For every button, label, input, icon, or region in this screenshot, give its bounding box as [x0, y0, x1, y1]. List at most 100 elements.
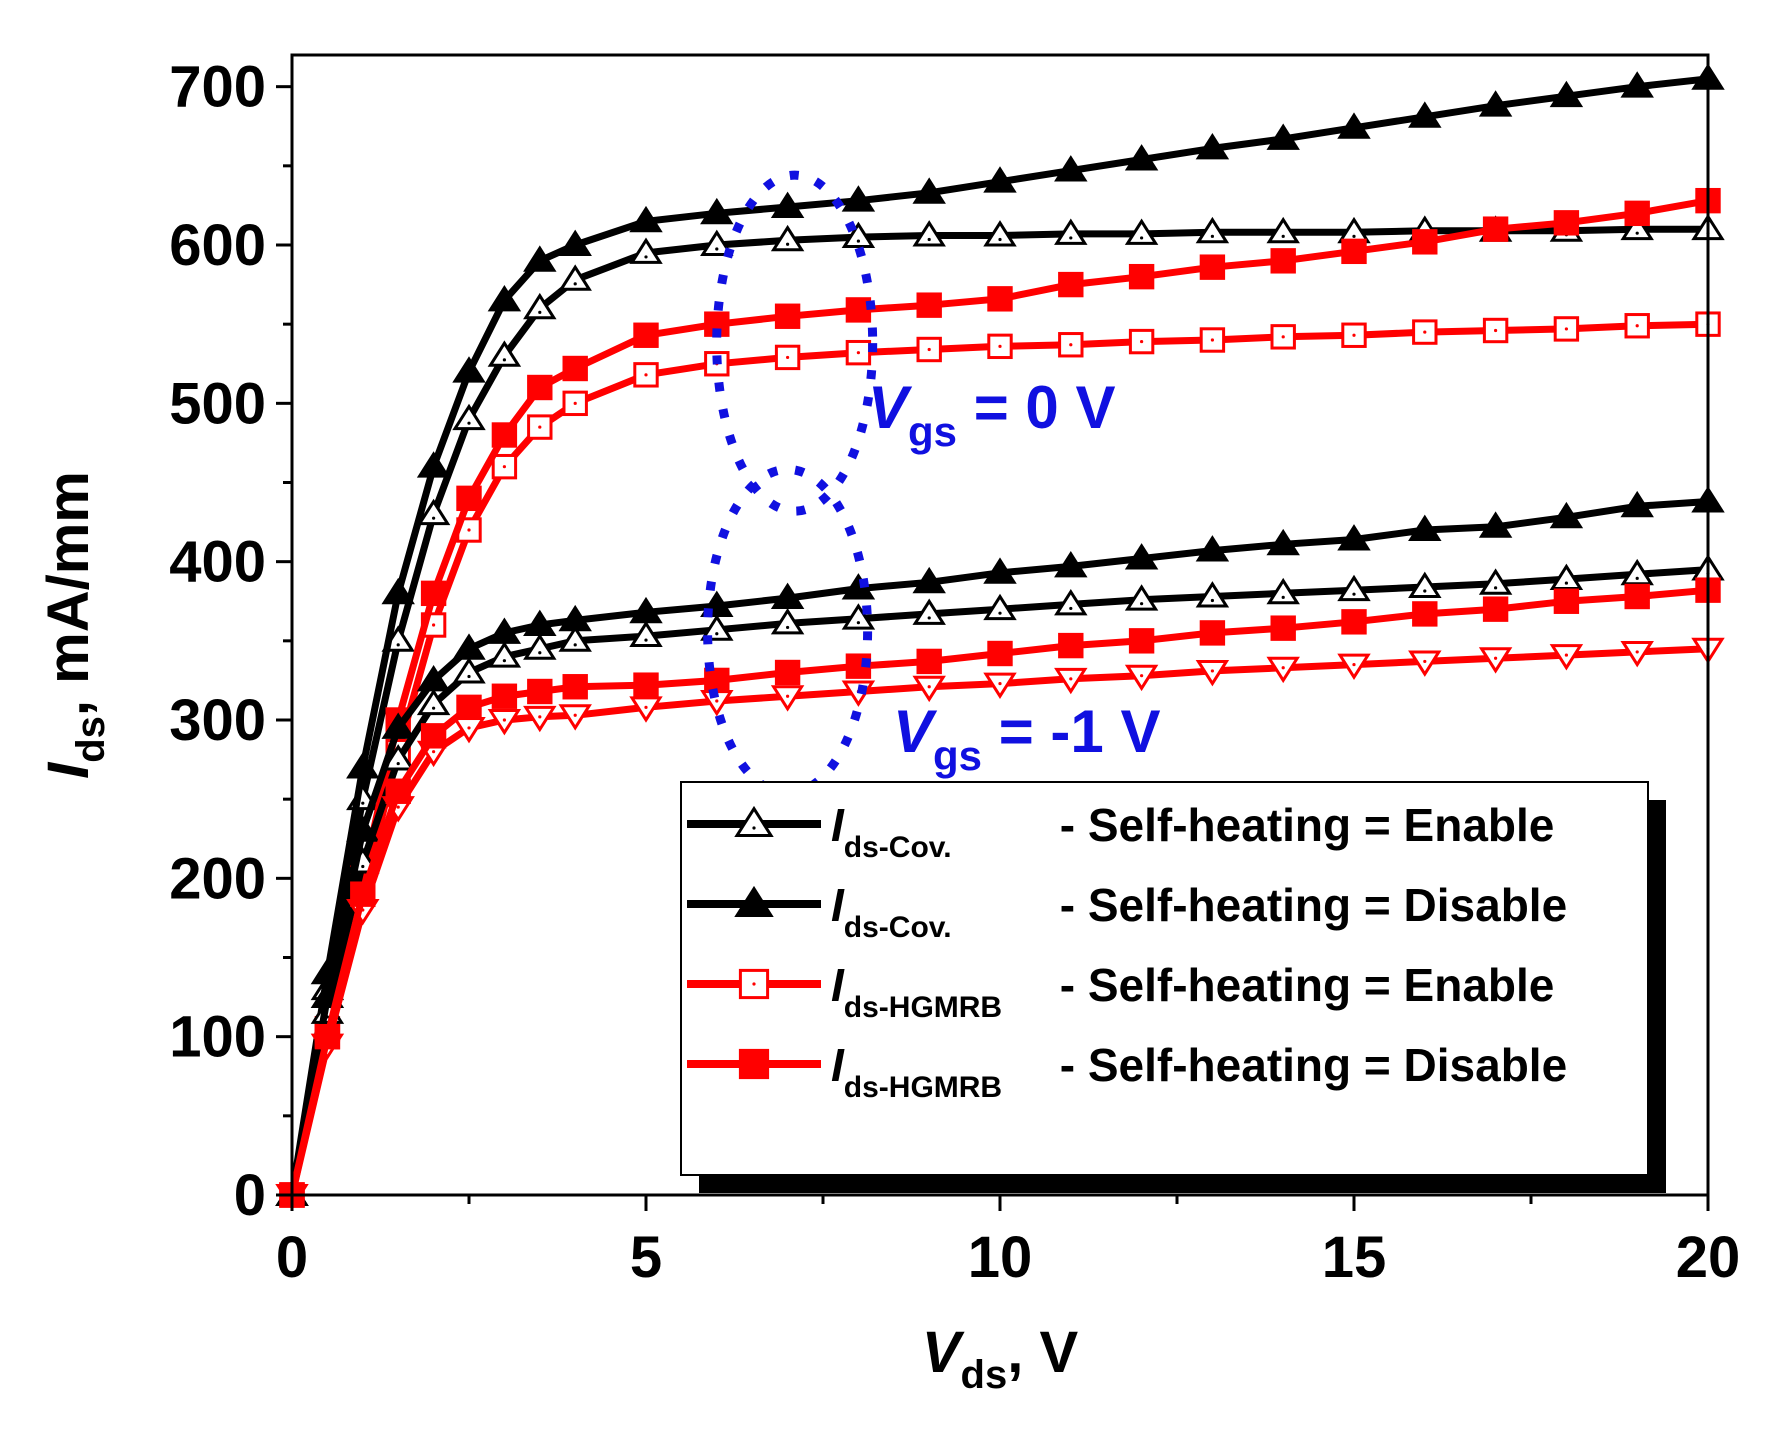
data-point	[456, 694, 482, 721]
series-group	[275, 63, 1725, 1211]
data-point-dot	[573, 282, 577, 286]
data-point-dot	[1069, 236, 1073, 240]
data-point-dot	[1564, 581, 1568, 585]
legend-marker	[738, 1048, 770, 1080]
legend-label: Ids-Cov. - Self-heating = Disable	[831, 879, 1567, 944]
data-point	[491, 422, 518, 448]
data-point	[1549, 563, 1584, 591]
data-point-dot	[1423, 659, 1427, 664]
data-point-dot	[1352, 333, 1356, 337]
data-point	[629, 205, 663, 233]
data-point	[629, 620, 663, 648]
legend-marker-dot	[752, 982, 756, 986]
data-point	[1124, 543, 1159, 570]
data-point	[774, 659, 801, 686]
data-point-dot	[467, 528, 471, 532]
data-point	[562, 674, 588, 700]
data-point	[1266, 577, 1300, 605]
data-point-dot	[467, 726, 471, 730]
data-point	[987, 640, 1013, 667]
data-point	[633, 672, 659, 698]
data-point-dot	[1281, 595, 1285, 599]
data-point	[1128, 263, 1155, 290]
data-point-dot	[502, 659, 506, 663]
data-point	[700, 229, 734, 256]
data-point	[523, 609, 557, 636]
data-point-dot	[1140, 339, 1144, 344]
legend-entry: Ids-Cov. - Self-heating = Enable	[687, 799, 1554, 864]
data-point	[1195, 535, 1230, 562]
data-point	[1195, 581, 1230, 608]
y-tick-label: 0	[234, 1163, 266, 1228]
data-point	[1408, 101, 1442, 128]
vgs-label: Vgs = -1 V	[893, 698, 1160, 779]
data-point-dot	[786, 242, 790, 246]
series-8	[279, 577, 1721, 1208]
data-point-dot	[502, 718, 506, 722]
data-point	[1054, 218, 1088, 245]
data-point-dot	[1635, 650, 1639, 654]
legend-box	[680, 781, 1649, 1176]
data-point	[983, 593, 1017, 621]
data-point	[1195, 133, 1230, 160]
x-tick-label: 20	[1676, 1225, 1741, 1290]
data-point	[1482, 216, 1509, 242]
data-point-dot	[573, 401, 577, 405]
vgs-label: Vgs = 0 V	[868, 374, 1115, 455]
data-point-dot	[1281, 234, 1285, 238]
data-point	[420, 580, 447, 607]
data-point	[1341, 609, 1367, 635]
data-point-dot	[502, 358, 506, 362]
data-point	[770, 224, 805, 252]
data-point	[523, 292, 557, 320]
y-tick-label: 100	[169, 1005, 266, 1070]
data-point-dot	[786, 625, 790, 630]
data-point	[1549, 80, 1584, 108]
data-point	[1408, 571, 1442, 598]
data-point	[558, 625, 592, 652]
data-point	[1054, 551, 1088, 578]
data-point	[1337, 574, 1371, 602]
data-point	[452, 633, 486, 660]
data-point	[1620, 71, 1654, 98]
data-point	[1270, 248, 1296, 274]
data-point-dot	[1140, 236, 1144, 240]
x-tick-label: 5	[630, 1225, 662, 1290]
data-point	[1124, 218, 1159, 245]
x-tick-label: 10	[968, 1225, 1033, 1290]
data-point	[420, 723, 447, 749]
data-point	[700, 614, 734, 641]
data-point-dot	[467, 674, 471, 679]
series-2	[275, 63, 1725, 1206]
data-point	[558, 264, 592, 291]
data-point-dot	[1564, 327, 1568, 331]
data-point	[1620, 558, 1654, 586]
data-point	[1478, 90, 1513, 117]
data-point	[1266, 216, 1300, 244]
data-point	[1620, 213, 1654, 241]
data-point	[558, 229, 592, 256]
data-point-dot	[1069, 677, 1073, 681]
data-point	[1408, 514, 1442, 541]
data-point-dot	[1210, 338, 1214, 342]
data-point-dot	[432, 750, 436, 754]
data-point-dot	[1281, 335, 1285, 339]
data-point-dot	[998, 681, 1002, 686]
data-point-dot	[1352, 662, 1356, 667]
data-point	[1054, 589, 1088, 616]
legend-entry: Ids-HGMRB - Self-heating = Enable	[687, 959, 1554, 1024]
data-point-dot	[1423, 330, 1427, 334]
data-point	[1553, 210, 1580, 236]
data-point	[700, 197, 734, 225]
data-point	[841, 603, 876, 630]
data-point	[452, 403, 486, 431]
data-point-dot	[1210, 669, 1214, 673]
data-point-dot	[715, 247, 719, 251]
data-point	[633, 322, 659, 348]
data-point	[916, 292, 942, 318]
data-point	[385, 778, 411, 804]
data-point-dot	[644, 373, 648, 377]
data-point-dot	[396, 805, 400, 809]
data-point-dot	[1494, 586, 1498, 590]
